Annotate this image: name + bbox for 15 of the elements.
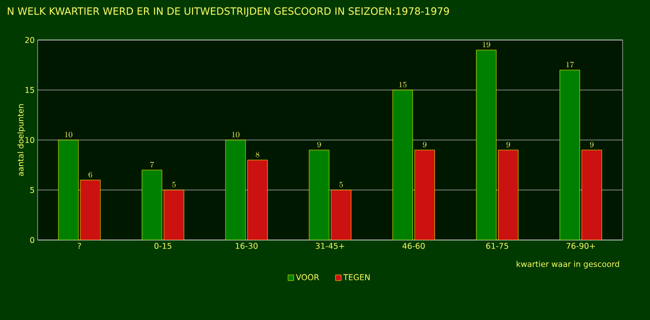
bar (225, 140, 246, 240)
bar (330, 190, 352, 240)
bar (80, 180, 101, 240)
chart-title: N WELK KWARTIER WERD ER IN DE UITWEDSTRIJDEN GESCOORD IN SEIZOEN:1978-1979 (8, 7, 449, 17)
bar (498, 150, 518, 240)
bar (414, 150, 435, 240)
bar (560, 70, 580, 240)
bar (476, 50, 496, 240)
bar (247, 160, 268, 240)
bar (582, 150, 602, 240)
bar (142, 170, 162, 240)
bar (308, 150, 330, 240)
bar (392, 90, 413, 240)
bar (58, 140, 79, 240)
bar (164, 190, 184, 240)
